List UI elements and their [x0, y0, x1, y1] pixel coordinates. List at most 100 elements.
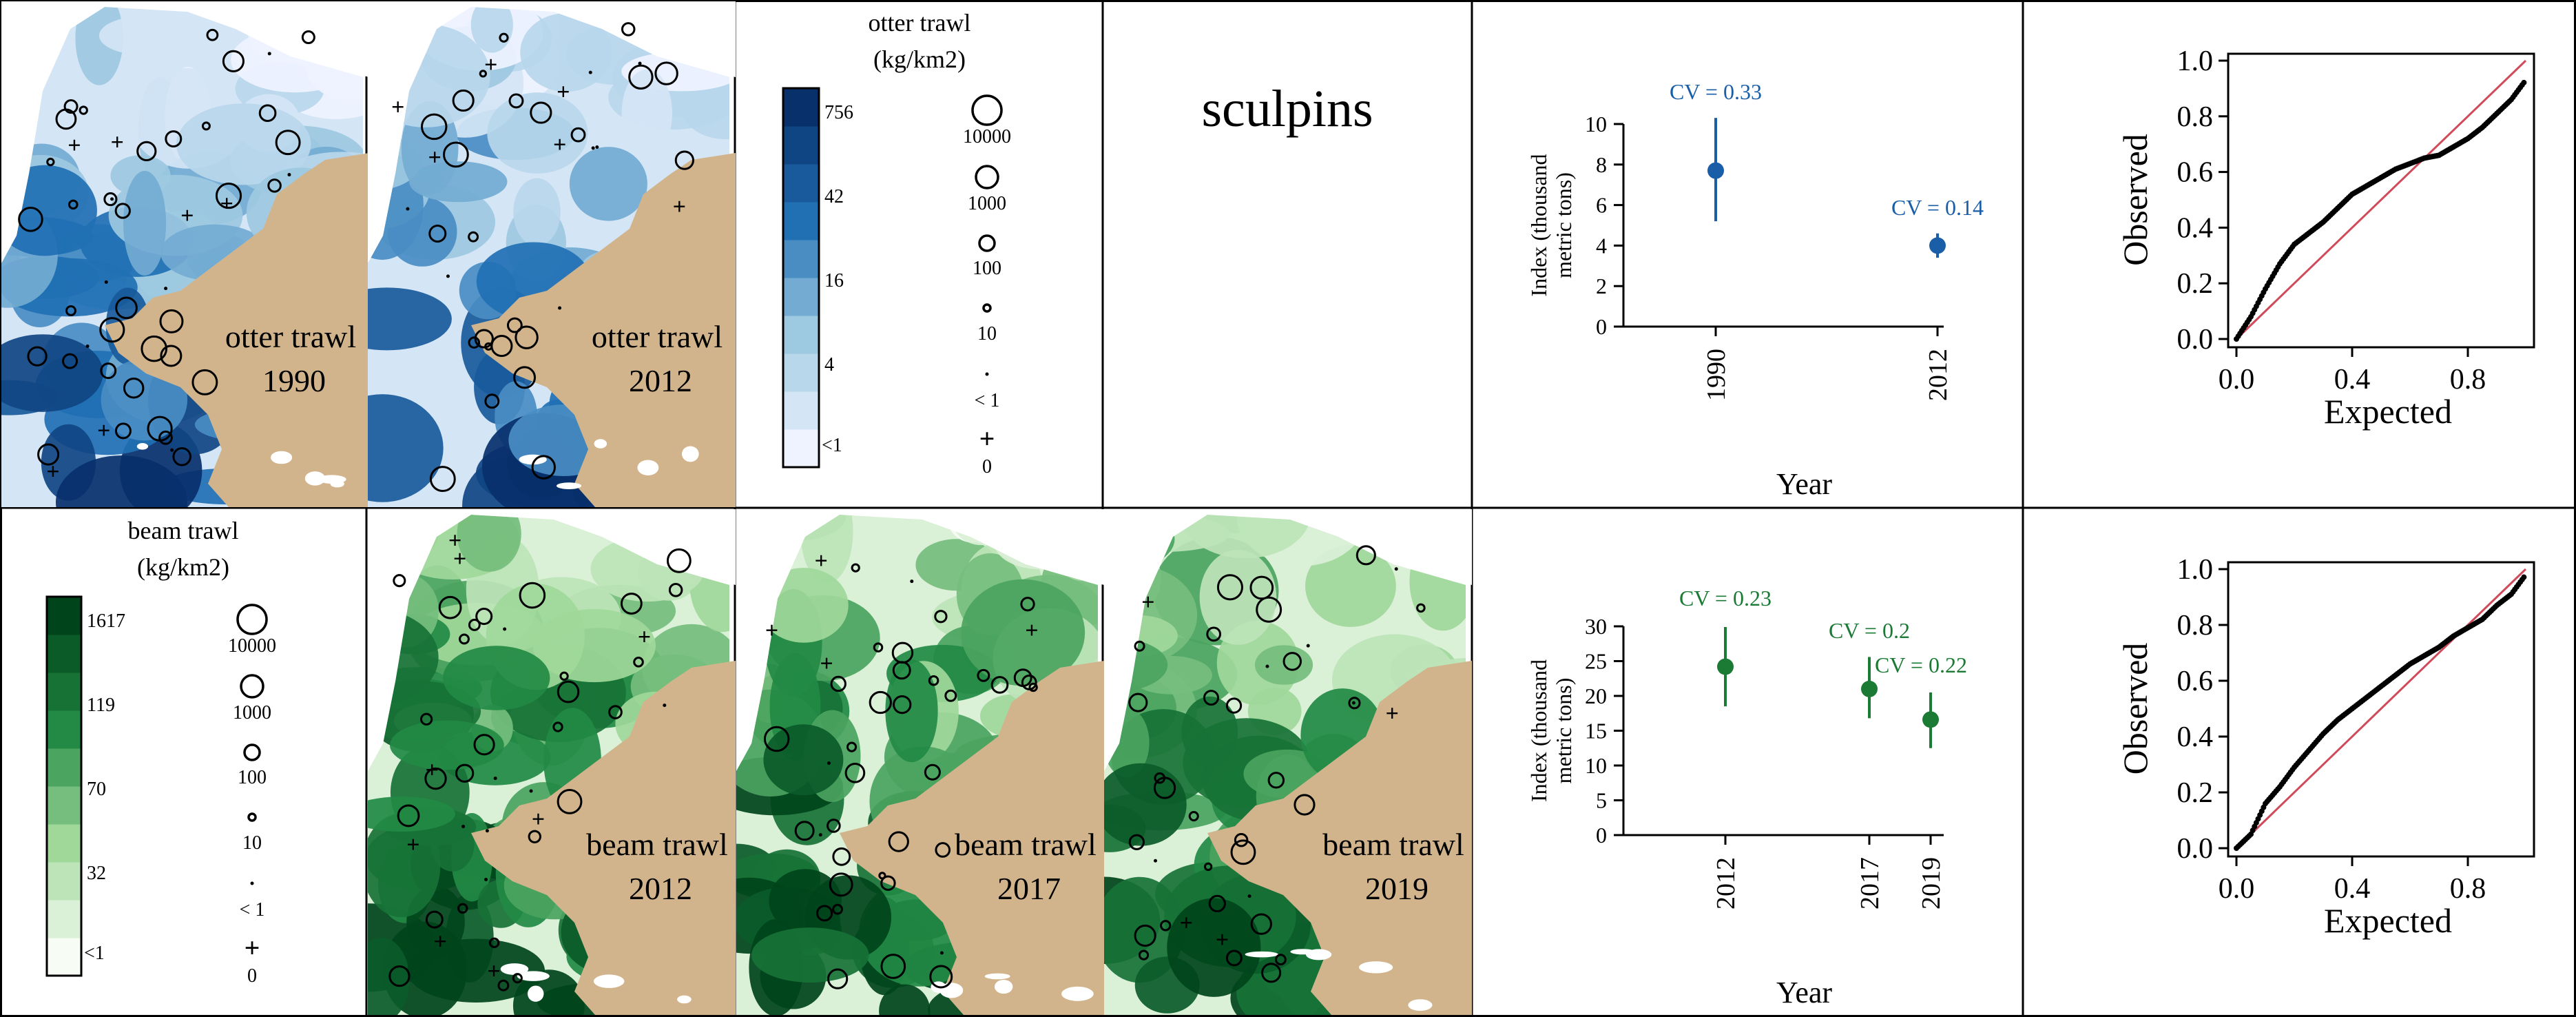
otter-size-label: < 1	[975, 390, 1000, 411]
y-tick-label: 0.0	[2177, 833, 2214, 865]
otter-map-2: + + + + + + otter trawl 2012	[368, 1, 736, 507]
station-catch	[1216, 574, 1243, 601]
station-zero: +	[46, 460, 59, 485]
station-catch	[1274, 954, 1287, 966]
density-patch	[1104, 763, 1187, 846]
station-catch	[457, 903, 468, 914]
station-catch	[830, 675, 846, 692]
y-tick-label: 20	[1585, 684, 1607, 708]
station-zero: +	[1025, 618, 1038, 644]
map-outside	[1, 1, 369, 263]
qq-frame	[2227, 52, 2535, 349]
station-catch	[674, 150, 694, 170]
station-trace	[638, 61, 642, 65]
ramp-swatch	[783, 429, 819, 468]
beam-size-label: < 1	[240, 899, 265, 921]
index-point	[1929, 237, 1946, 254]
density-patch	[55, 455, 187, 507]
station-catch	[497, 979, 510, 992]
station-catch	[1128, 692, 1148, 712]
island	[593, 974, 625, 988]
x-axis-label: Year	[1776, 976, 1832, 1009]
island	[1408, 999, 1433, 1011]
size-key-circle	[975, 165, 999, 189]
station-trace	[485, 829, 489, 833]
station-catch	[425, 910, 444, 929]
station-zero: +	[97, 418, 110, 444]
density-patch	[368, 813, 441, 918]
station-zero: +	[110, 130, 123, 155]
reference-line	[2235, 568, 2527, 850]
y-tick-label: 0.6	[2177, 666, 2214, 697]
index-chart: 0 5 10 15 20 25 30 Index (thousand metric tons) 2…	[1526, 586, 1967, 1009]
size-key-plus: +	[979, 423, 995, 454]
ramp-swatch	[783, 316, 819, 354]
station-catch	[934, 610, 948, 624]
station-catch	[191, 369, 218, 395]
map-outside	[1104, 509, 1472, 771]
otter-size-label: 10000	[963, 126, 1011, 147]
island	[1305, 949, 1332, 960]
density-patch	[407, 938, 546, 1003]
qq-frame	[2227, 561, 2535, 858]
station-catch	[668, 583, 683, 597]
size-key-plus: +	[245, 932, 260, 963]
station-trace	[1247, 894, 1251, 898]
station-catch	[816, 905, 833, 922]
station-catch	[1294, 794, 1316, 816]
density-patch	[1180, 515, 1311, 559]
density-patch	[961, 579, 1086, 686]
station-catch	[844, 762, 866, 783]
station-trace	[85, 344, 90, 348]
density-patch	[513, 178, 561, 246]
station-catch	[1154, 772, 1166, 784]
station-catch	[531, 455, 556, 480]
x-tick-label: 0.4	[2334, 364, 2371, 395]
island	[500, 963, 529, 975]
map-gear-label: beam trawl	[955, 827, 1097, 862]
station-catch	[488, 937, 500, 949]
otter-break-label: 16	[824, 270, 844, 291]
ramp-swatch	[47, 635, 81, 673]
station-catch	[1230, 839, 1256, 865]
density-patch	[751, 927, 869, 983]
y-tick-label: 0.8	[2177, 610, 2214, 641]
station-catch	[513, 366, 537, 389]
size-key-circle	[240, 674, 264, 699]
island	[136, 443, 149, 450]
station-zero: +	[1180, 911, 1193, 936]
station-zero: +	[448, 528, 461, 553]
island	[304, 471, 326, 486]
station-catch	[103, 192, 118, 207]
station-catch	[114, 422, 132, 440]
density-patch	[123, 170, 167, 276]
x-tick-label: 0.8	[2450, 364, 2486, 395]
station-catch	[215, 182, 242, 209]
station-catch	[827, 819, 841, 833]
ramp-swatch	[783, 240, 819, 278]
density-patch	[1, 334, 103, 412]
station-catch	[388, 965, 411, 987]
station-trace	[287, 173, 291, 177]
station-catch	[1206, 626, 1222, 642]
station-catch	[621, 22, 636, 37]
otter-map-1: + + + + + + otter trawl 1990	[1, 1, 369, 507]
station-catch	[1128, 834, 1145, 850]
station-catch	[1256, 596, 1282, 623]
station-catch	[528, 830, 541, 843]
y-tick-label: 0.0	[2177, 324, 2214, 356]
station-catch	[977, 668, 990, 682]
station-zero: +	[553, 132, 566, 158]
station-catch	[654, 61, 678, 85]
station-catch	[1013, 668, 1032, 688]
station-catch	[267, 178, 282, 193]
station-zero: +	[453, 546, 466, 572]
station-trace	[170, 448, 174, 452]
y-tick-label: 2	[1596, 274, 1607, 298]
station-catch	[419, 712, 433, 726]
qq-point	[2521, 574, 2527, 580]
station-catch	[608, 705, 623, 719]
station-zero: +	[1216, 927, 1229, 953]
station-catch	[79, 105, 88, 115]
